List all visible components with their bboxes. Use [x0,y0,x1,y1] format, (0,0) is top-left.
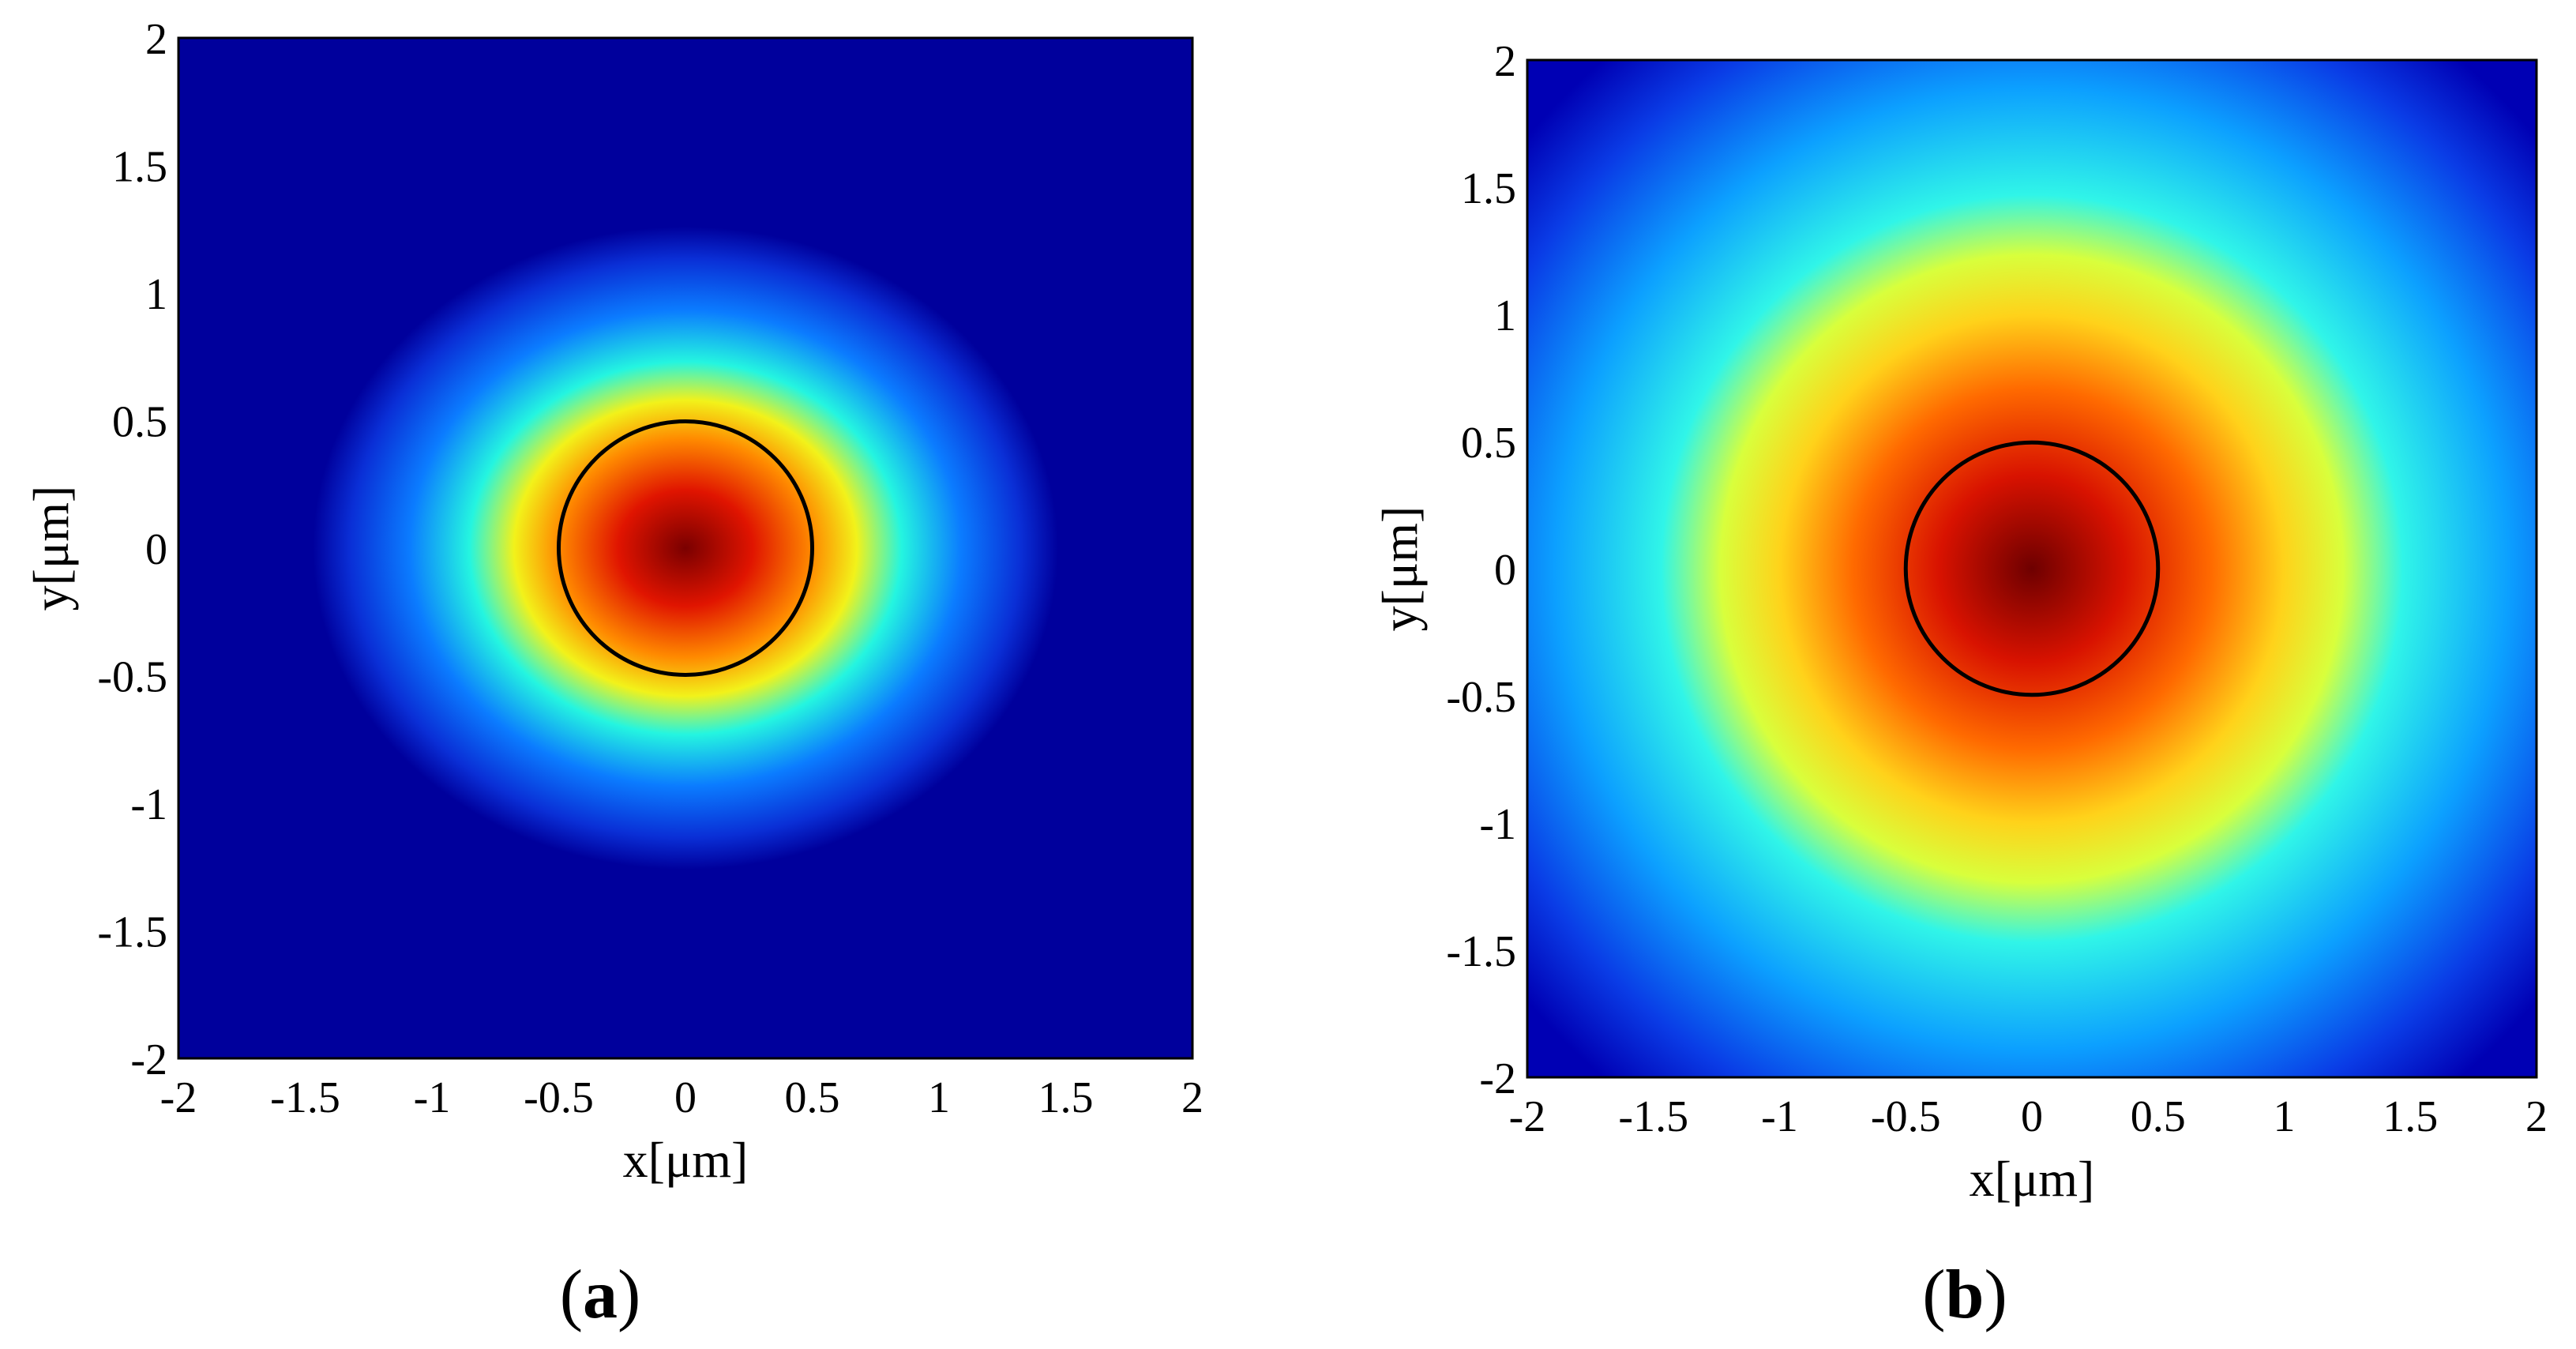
x-tick-label: 1.5 [1038,1073,1094,1122]
x-tick-label: -1 [1761,1092,1798,1141]
x-tick-label: 1.5 [2383,1092,2438,1141]
y-tick-label: 2 [1494,37,1516,86]
y-tick-label: -0.5 [97,653,167,702]
waveguide-core-circle-a [557,419,814,677]
y-tick-label: 1 [1494,291,1516,340]
y-tick-label: -2 [130,1035,167,1084]
x-tick-label: 0 [674,1073,697,1122]
y-tick-label: 1.5 [112,143,167,192]
x-tick-label: -0.5 [1871,1092,1941,1141]
x-tick-label: 0.5 [2131,1092,2186,1141]
y-tick-label: -0.5 [1446,673,1516,722]
field-intensity-a [313,227,1058,870]
y-tick-label: 2 [145,15,167,64]
panel-b: -2 -1.5 -1 -0.5 0 0.5 1 1.5 2 2 1.5 1 0.5 0 -0.5 -1 -1.… [1372,37,2548,1333]
x-axis-label-a: x[μm] [623,1132,749,1188]
panel-a: -2 -1.5 -1 -0.5 0 0.5 1 1.5 2 2 1.5 1 0.5 0 -0.5 -1 -1.… [23,15,1204,1333]
x-tick-label: -2 [1509,1092,1546,1141]
panel-label-a-letter: a [583,1257,618,1333]
x-tick-label: 0.5 [785,1073,840,1122]
y-tick-label: 0 [1494,546,1516,595]
x-tick-label: -2 [160,1073,197,1122]
x-tick-label: 1 [2274,1092,2296,1141]
panel-label-a: (a) [560,1257,641,1333]
waveguide-core-circle-b [1903,440,2161,697]
panel-label-b: (b) [1922,1257,2007,1333]
y-axis-label-a: y[μm] [23,486,79,611]
y-tick-label: -2 [1479,1054,1516,1103]
y-tick-labels-a: 2 1.5 1 0.5 0 -0.5 -1 -1.5 -2 [97,15,167,1084]
y-tick-label: 0 [145,525,167,574]
x-tick-label: 2 [2525,1092,2548,1141]
x-tick-label: 1 [928,1073,950,1122]
y-axis-label-b: y[μm] [1372,506,1428,632]
y-tick-label: 0.5 [112,398,167,447]
y-tick-label: 0.5 [1461,419,1516,468]
plot-frame-a [177,36,1194,1060]
x-tick-label: -0.5 [524,1073,594,1122]
field-intensity-b [1527,60,2537,1077]
y-tick-label: 1.5 [1461,164,1516,213]
y-tick-label: 1 [145,270,167,319]
x-tick-label: 0 [2021,1092,2043,1141]
x-tick-label: -1.5 [1618,1092,1688,1141]
panel-label-b-letter: b [1946,1257,1985,1333]
y-tick-label: -1.5 [97,908,167,957]
plot-frame-b [1526,58,2538,1079]
x-tick-label: -1.5 [270,1073,340,1122]
x-tick-labels-a: -2 -1.5 -1 -0.5 0 0.5 1 1.5 2 [160,1073,1204,1122]
y-tick-labels-b: 2 1.5 1 0.5 0 -0.5 -1 -1.5 -2 [1446,37,1516,1103]
y-tick-label: -1 [1479,800,1516,849]
y-tick-label: -1 [130,780,167,829]
x-tick-label: -1 [414,1073,451,1122]
y-tick-label: -1.5 [1446,927,1516,976]
x-tick-label: 2 [1181,1073,1204,1122]
x-tick-labels-b: -2 -1.5 -1 -0.5 0 0.5 1 1.5 2 [1509,1092,2548,1141]
x-axis-label-b: x[μm] [1970,1151,2095,1207]
